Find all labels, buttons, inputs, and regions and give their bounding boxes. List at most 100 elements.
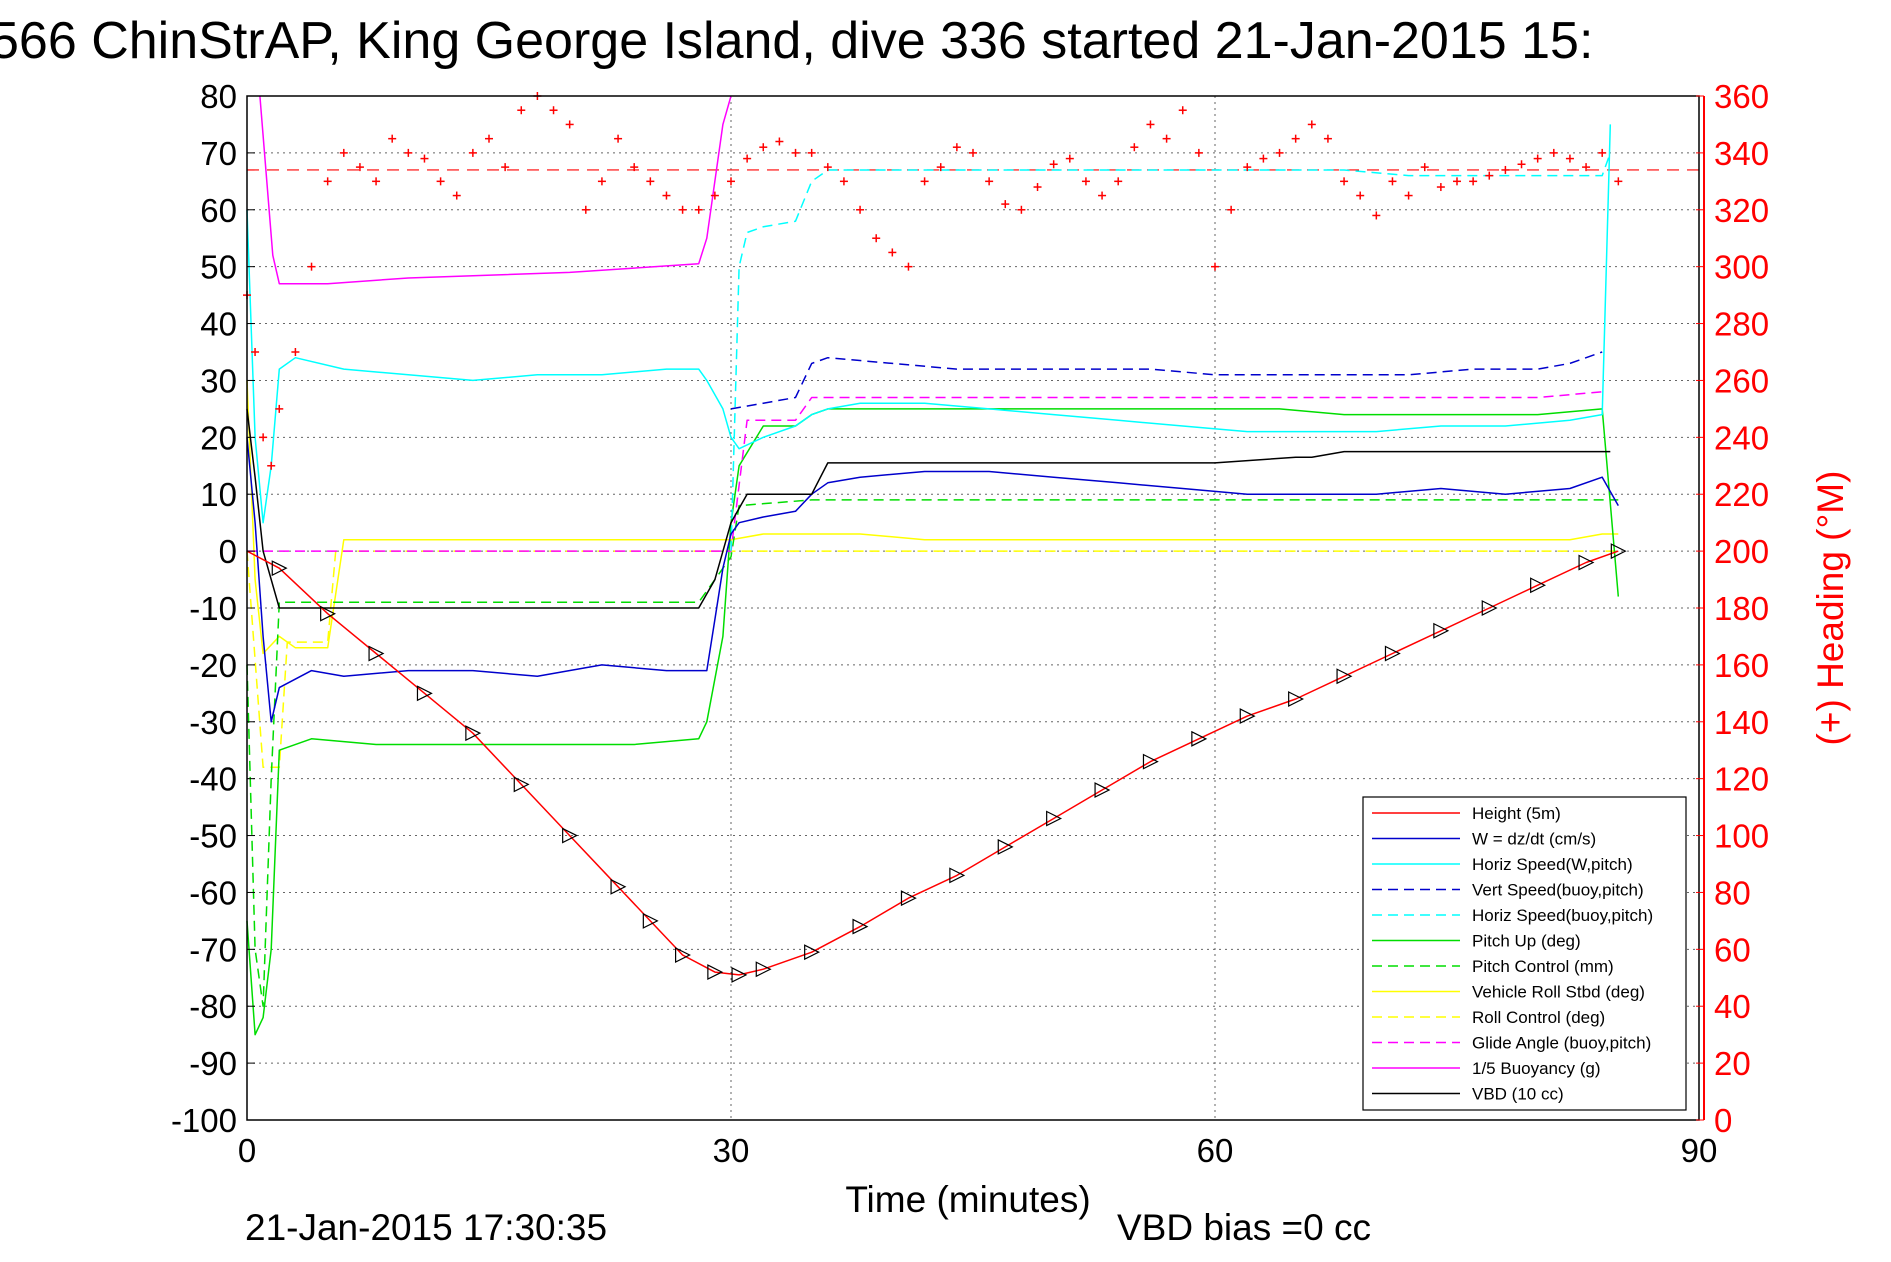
legend-label: Height (5m): [1472, 804, 1561, 823]
heading-point: [404, 148, 413, 157]
series-layer: [246, 95, 1627, 1036]
heading-point: [1565, 154, 1574, 163]
y-tick-label: -10: [189, 590, 237, 627]
height-marker: [513, 776, 530, 793]
heading-point: [323, 177, 332, 186]
series-line-pitch-up-deg: [246, 408, 1620, 1036]
y2-tick-label: 300: [1714, 249, 1769, 286]
series-line-height-5m: [246, 550, 1619, 976]
y2-tick-label: 260: [1714, 362, 1769, 399]
heading-point: [904, 262, 913, 271]
heading-point: [662, 191, 671, 200]
series-line-horiz-speed-buoy-pitch: [730, 152, 1612, 552]
height-marker: [804, 944, 821, 961]
height-marker: [1142, 753, 1159, 770]
heading-point: [291, 348, 300, 356]
series-line-glide-angle-buoy-pitch: [247, 391, 1603, 552]
height-marker: [465, 725, 482, 742]
footer-timestamp: 21-Jan-2015 17:30:35: [245, 1207, 607, 1248]
heading-point: [969, 148, 977, 157]
legend-label: 1/5 Buoyancy (g): [1472, 1059, 1601, 1078]
heading-point: [1549, 148, 1558, 157]
left-y-axis: 80 70 60 50 40 30 20 10 0 -10 -20 -30 -40 -50 -60 -70 -8…: [171, 78, 255, 1139]
height-marker: [997, 838, 1014, 855]
heading-point: [1533, 154, 1542, 163]
heading-point: [549, 106, 558, 115]
x-tick-label: 0: [238, 1132, 256, 1169]
y-tick-label: -60: [189, 874, 237, 911]
height-marker: [416, 685, 433, 702]
y-tick-label: -100: [171, 1102, 237, 1139]
legend-label: Pitch Control (mm): [1472, 957, 1614, 976]
series-line-roll-control-deg: [246, 550, 1619, 769]
height-marker: [271, 560, 288, 577]
legend-label: Glide Angle (buoy,pitch): [1472, 1034, 1651, 1053]
y2-tick-label: 340: [1714, 135, 1769, 172]
heading-point: [920, 177, 929, 186]
y2-tick-label: 140: [1714, 704, 1769, 741]
y2-tick-label: 360: [1714, 78, 1769, 115]
series-line-vert-speed-buoy-pitch: [730, 351, 1603, 410]
heading-point: [1098, 191, 1107, 200]
heading-point: [630, 163, 639, 172]
heading-point: [1065, 154, 1074, 163]
x-axis-label: Time (minutes): [845, 1179, 1090, 1220]
series-line-w-dz-dt-cm-s: [246, 437, 1619, 723]
y2-tick-label: 160: [1714, 647, 1769, 684]
y-tick-label: -30: [189, 704, 237, 741]
heading-point: [1001, 200, 1010, 209]
height-marker: [320, 605, 337, 622]
heading-point: [614, 134, 623, 143]
heading-point: [1194, 148, 1203, 157]
y2-tick-label: 320: [1714, 192, 1769, 229]
y2-tick-label: 80: [1714, 874, 1751, 911]
heading-point: [1081, 177, 1090, 186]
height-marker: [1610, 543, 1627, 560]
heading-point: [1469, 177, 1478, 186]
heading-point: [823, 163, 832, 172]
series-line-1-5-buoyancy-g: [259, 95, 732, 285]
heading-point: [1323, 134, 1332, 143]
legend-label: Horiz Speed(W,pitch): [1472, 855, 1633, 874]
heading-point: [1598, 148, 1607, 157]
height-marker: [1578, 554, 1595, 571]
grid: [246, 95, 1700, 1121]
heading-point: [743, 154, 752, 163]
height-marker: [707, 964, 724, 981]
height-marker: [610, 878, 627, 895]
heading-point: [1307, 120, 1316, 129]
heading-point: [1146, 120, 1155, 129]
right-y-axis: 3603403203002802602402202001801601401201…: [1696, 78, 1769, 1139]
y-tick-label: -70: [189, 931, 237, 968]
y-tick-label: -90: [189, 1045, 237, 1082]
y-tick-label: -80: [189, 988, 237, 1025]
heading-point: [307, 262, 316, 271]
legend-label: Roll Control (deg): [1472, 1008, 1605, 1027]
heading-point: [936, 163, 945, 172]
y2-tick-label: 40: [1714, 988, 1751, 1025]
heading-point: [1436, 183, 1445, 192]
heading-point: [1453, 177, 1461, 186]
height-marker: [1046, 810, 1063, 827]
heading-point: [251, 348, 260, 356]
height-marker: [1384, 645, 1401, 662]
heading-point: [388, 134, 397, 143]
heading-point: [727, 177, 735, 186]
heading-point: [468, 148, 477, 157]
heading-point: [1517, 160, 1526, 169]
heading-point: [339, 148, 348, 157]
heading-point: [1420, 163, 1429, 172]
series-line-vehicle-roll-stbd-deg: [246, 380, 1619, 655]
heading-point: [565, 120, 574, 129]
legend-label: Horiz Speed(buoy,pitch): [1472, 906, 1653, 925]
height-marker: [642, 912, 659, 929]
heading-point: [275, 404, 284, 413]
y-tick-label: -50: [189, 818, 237, 855]
legend-label: Vert Speed(buoy,pitch): [1472, 881, 1644, 900]
heading-point: [517, 106, 526, 115]
y-tick-label: 10: [200, 476, 237, 513]
height-marker: [1336, 668, 1353, 685]
y2-tick-label: 200: [1714, 533, 1769, 570]
y2-tick-label: 180: [1714, 590, 1769, 627]
